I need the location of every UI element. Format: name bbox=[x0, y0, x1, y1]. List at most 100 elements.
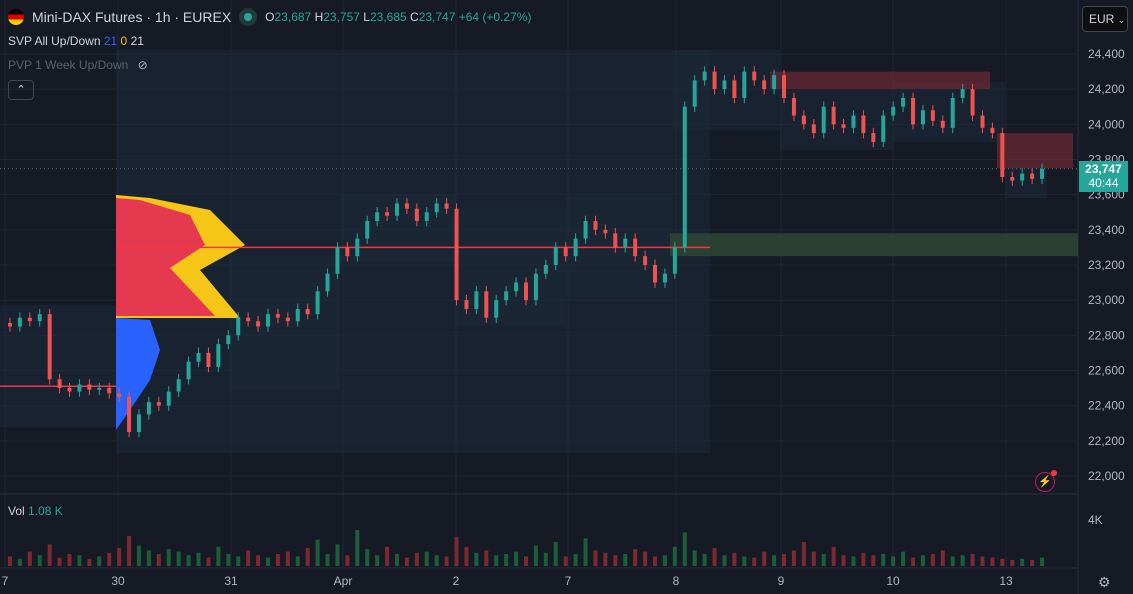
candle-body bbox=[1020, 173, 1025, 181]
candle-body bbox=[920, 110, 925, 125]
candle-body bbox=[791, 97, 796, 116]
volume-bar bbox=[166, 549, 171, 566]
volume-bar bbox=[335, 544, 340, 566]
candle-body bbox=[782, 75, 787, 98]
candle-body bbox=[950, 97, 955, 128]
candle-body bbox=[623, 238, 628, 248]
settings-gear-icon[interactable]: ⚙ bbox=[1098, 574, 1111, 590]
volume-bar bbox=[930, 554, 935, 566]
candle-body bbox=[305, 308, 310, 315]
y-tick-label: 24,000 bbox=[1088, 117, 1125, 131]
volume-bar bbox=[831, 546, 836, 566]
volume-bar bbox=[414, 552, 419, 566]
volume-bar bbox=[583, 538, 588, 566]
volume-bar bbox=[573, 554, 578, 566]
candle-body bbox=[196, 352, 201, 362]
volume-bar bbox=[940, 550, 945, 566]
volume-bar bbox=[950, 556, 955, 566]
candle-body bbox=[474, 291, 479, 309]
volume-bar bbox=[7, 556, 12, 566]
x-tick-label: 31 bbox=[224, 574, 238, 588]
y-tick-label: 23,200 bbox=[1088, 258, 1125, 272]
candle-body bbox=[583, 221, 588, 239]
candle-body bbox=[524, 282, 528, 301]
volume-bar bbox=[57, 557, 62, 566]
candle-body bbox=[375, 212, 380, 222]
volume-bar bbox=[47, 544, 52, 566]
volume-profile-up bbox=[116, 198, 215, 316]
candle-body bbox=[107, 388, 112, 394]
resistance-zone bbox=[770, 71, 990, 90]
candle-body bbox=[930, 110, 935, 121]
volume-bar bbox=[385, 546, 390, 566]
volume-bar bbox=[345, 555, 350, 566]
candle-body bbox=[315, 291, 320, 315]
volume-bar bbox=[533, 545, 538, 566]
candle-body bbox=[504, 291, 509, 301]
candle-body bbox=[643, 256, 648, 265]
volume-bar bbox=[504, 554, 509, 566]
candle-body bbox=[216, 344, 221, 367]
profile-box bbox=[893, 82, 1005, 142]
candle-body bbox=[256, 321, 261, 327]
volume-bar bbox=[1040, 557, 1045, 566]
volume-bar bbox=[662, 555, 667, 566]
candle-body bbox=[613, 233, 618, 248]
candle-body bbox=[27, 317, 32, 322]
profile-box bbox=[780, 90, 893, 150]
candle-body bbox=[146, 402, 151, 415]
candle-body bbox=[47, 314, 52, 380]
volume-bar bbox=[692, 550, 697, 566]
candle-body bbox=[265, 314, 270, 327]
candle-body bbox=[67, 388, 72, 392]
collapse-indicators-button[interactable]: ⌃ bbox=[8, 80, 34, 100]
volume-bar bbox=[67, 554, 72, 566]
volume-legend: Vol 1.08 K bbox=[8, 504, 63, 518]
chevron-down-icon: ⌄ bbox=[1117, 15, 1126, 25]
candle-body bbox=[295, 308, 300, 322]
volume-bar bbox=[782, 554, 787, 566]
volume-bar bbox=[851, 556, 856, 566]
candle-body bbox=[672, 247, 677, 274]
volume-bar bbox=[107, 552, 112, 566]
volume-bar bbox=[27, 551, 32, 566]
candle-body bbox=[385, 212, 390, 216]
indicator-pvp[interactable]: PVP 1 Week Up/Down ⊘ bbox=[8, 58, 148, 72]
candle-body bbox=[692, 80, 697, 107]
volume-bar bbox=[146, 550, 151, 566]
germany-flag-icon bbox=[8, 9, 24, 25]
candle-body bbox=[742, 71, 747, 98]
indicator-svp[interactable]: SVP All Up/Down 21 0 21 bbox=[8, 34, 144, 48]
candle-body bbox=[117, 393, 122, 397]
candle-body bbox=[166, 391, 171, 406]
hidden-eye-icon[interactable]: ⊘ bbox=[137, 58, 148, 72]
candle-body bbox=[553, 247, 558, 265]
candle-body bbox=[127, 396, 132, 432]
y-tick-label: 23,000 bbox=[1088, 293, 1125, 307]
volume-bar bbox=[494, 555, 499, 566]
alert-bolt-icon[interactable]: ⚡ bbox=[1035, 470, 1057, 492]
volume-bar bbox=[1010, 560, 1015, 566]
candle-body bbox=[444, 203, 449, 209]
volume-bar bbox=[791, 550, 796, 566]
volume-bar bbox=[514, 551, 519, 566]
candle-body bbox=[156, 402, 161, 406]
candle-body bbox=[325, 273, 330, 292]
candle-body bbox=[434, 203, 439, 213]
currency-select[interactable]: EUR ⌄ bbox=[1082, 6, 1128, 32]
profile-box bbox=[0, 305, 116, 427]
volume-bar bbox=[404, 557, 409, 566]
candle-body bbox=[980, 115, 985, 128]
volume-bar bbox=[355, 530, 360, 566]
volume-bar bbox=[901, 551, 906, 566]
volume-bar bbox=[712, 548, 717, 566]
volume-bar bbox=[285, 551, 290, 566]
volume-bar bbox=[127, 536, 132, 566]
volume-bar bbox=[17, 558, 22, 566]
support-zone bbox=[670, 233, 1078, 257]
volume-bar bbox=[434, 555, 439, 566]
last-price-tag: 23,747 40:44 bbox=[1079, 161, 1128, 192]
symbol-title[interactable]: Mini-DAX Futures · 1h · EUREX bbox=[32, 9, 232, 25]
candle-body bbox=[404, 203, 409, 209]
